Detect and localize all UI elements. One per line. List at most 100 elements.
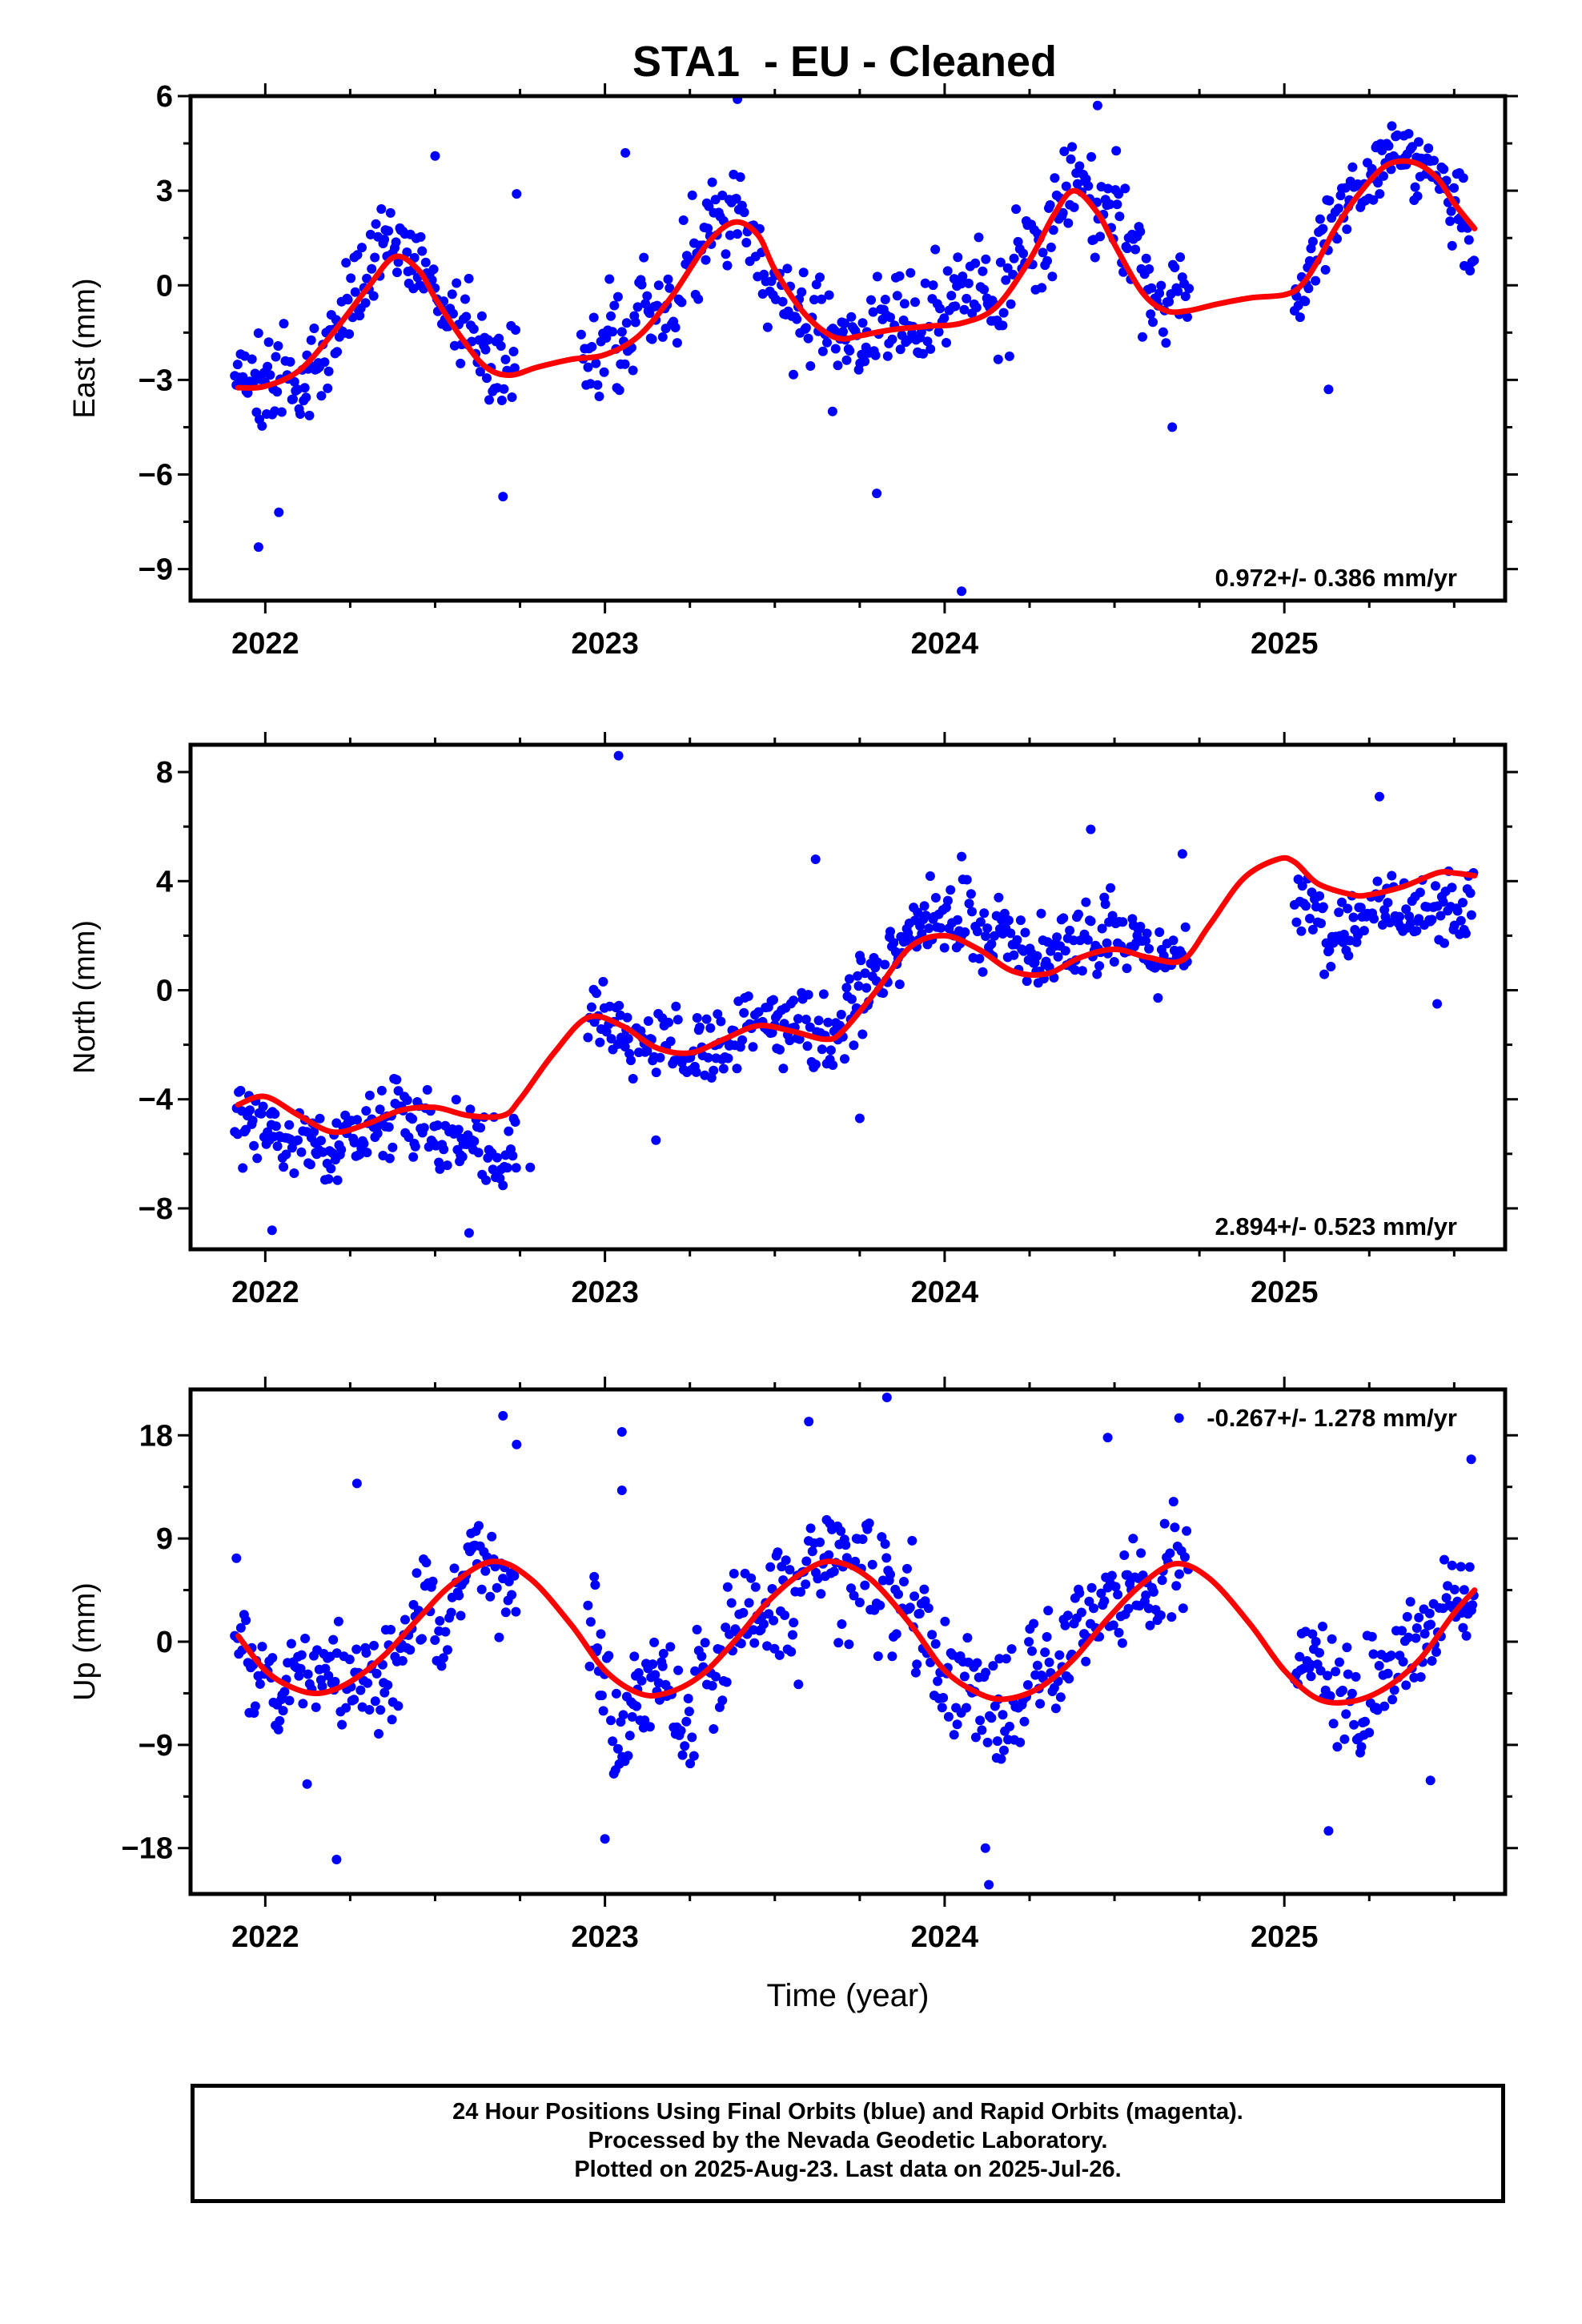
footer-line-1: 24 Hour Positions Using Final Orbits (bl… [452, 2099, 1243, 2125]
data-point [1013, 236, 1023, 247]
data-point [1332, 234, 1342, 244]
data-point [873, 1651, 883, 1662]
data-point [241, 1615, 251, 1626]
data-point [371, 1668, 382, 1679]
data-point [1449, 1584, 1460, 1594]
data-point [939, 313, 950, 324]
data-point [1052, 932, 1062, 943]
data-point [671, 1001, 681, 1011]
data-point [293, 1135, 303, 1145]
data-point [263, 337, 274, 348]
data-point [1332, 1742, 1343, 1752]
data-point [805, 361, 816, 371]
data-point [614, 1000, 624, 1011]
data-point [1038, 247, 1048, 258]
data-point [286, 1638, 296, 1649]
data-point [1311, 275, 1321, 286]
data-point [841, 983, 852, 993]
data-point [1170, 263, 1180, 272]
data-point [255, 1679, 265, 1689]
data-point [623, 1751, 633, 1761]
data-point [492, 1152, 502, 1163]
y-tick-label: 0 [156, 974, 173, 1007]
data-point [443, 1645, 452, 1655]
panel-east: 2022 2023 2024 2025 −9 −6 −3 0 3 6 East (mm) 0.972+… [68, 80, 1518, 661]
data-point [990, 931, 999, 941]
data-point [798, 267, 809, 278]
data-point [1024, 1637, 1034, 1647]
data-point [1108, 1620, 1118, 1630]
data-point [1173, 286, 1183, 296]
data-point [1074, 161, 1085, 171]
data-point [606, 1034, 616, 1044]
data-point [624, 1731, 635, 1741]
data-point [952, 1719, 962, 1730]
data-point-outlier [881, 1393, 892, 1402]
data-point [750, 1582, 761, 1592]
data-point [428, 1576, 438, 1586]
fit-curve [235, 158, 1478, 391]
data-point-outlier [1092, 100, 1102, 111]
data-point [422, 1084, 432, 1095]
data-point [1138, 1570, 1148, 1581]
data-point [809, 295, 819, 305]
data-point [1050, 1703, 1061, 1714]
fit-curve [235, 854, 1478, 1136]
data-point [1006, 928, 1016, 939]
data-point [1410, 182, 1420, 192]
data-point [1142, 928, 1152, 939]
data-point [722, 260, 733, 271]
data-point [650, 1670, 661, 1680]
data-point [300, 1634, 311, 1643]
data-point [717, 1695, 728, 1706]
data-point [716, 1016, 726, 1027]
data-point [994, 892, 1004, 903]
data-point [359, 1139, 369, 1149]
data-point [364, 1705, 375, 1715]
data-point [1319, 969, 1330, 979]
data-point [1095, 231, 1106, 242]
data-point [386, 1625, 396, 1634]
data-point-outlier [980, 1843, 990, 1853]
data-point [267, 1653, 278, 1663]
data-point [1089, 1603, 1098, 1614]
data-point [709, 1065, 719, 1076]
data-point [1295, 1651, 1305, 1662]
data-point [881, 1553, 892, 1563]
data-point [946, 885, 956, 895]
data-point [967, 907, 977, 917]
data-point [942, 895, 953, 906]
data-point [1368, 195, 1379, 205]
data-point [1307, 924, 1318, 935]
data-point [1320, 264, 1331, 275]
data-point [1120, 183, 1130, 194]
x-tick-label: 2023 [571, 1920, 639, 1954]
data-point [841, 1553, 852, 1563]
data-point [1389, 1685, 1399, 1695]
data-point [922, 336, 933, 347]
data-point [1445, 216, 1456, 227]
x-tick-label: 2024 [911, 1920, 979, 1954]
data-point-outlier [331, 1855, 342, 1864]
data-point [402, 1095, 412, 1105]
data-point [1368, 1649, 1379, 1659]
data-point [923, 1603, 934, 1614]
data-point [623, 1034, 633, 1043]
data-point [1387, 121, 1397, 131]
data-point [905, 267, 916, 278]
x-tick-label: 2023 [571, 627, 639, 661]
data-point [1102, 938, 1112, 948]
data-point [428, 264, 439, 275]
data-point-outlier [1466, 1454, 1476, 1465]
data-point [718, 1063, 729, 1074]
data-point [468, 324, 479, 334]
data-point [849, 1590, 859, 1601]
data-point [640, 299, 651, 309]
data-point [592, 1643, 603, 1653]
data-point [1338, 1685, 1347, 1695]
data-point [920, 1596, 930, 1606]
data-point [1348, 912, 1359, 923]
data-point [910, 297, 920, 308]
data-point [1100, 899, 1110, 909]
data-point [995, 257, 1006, 267]
